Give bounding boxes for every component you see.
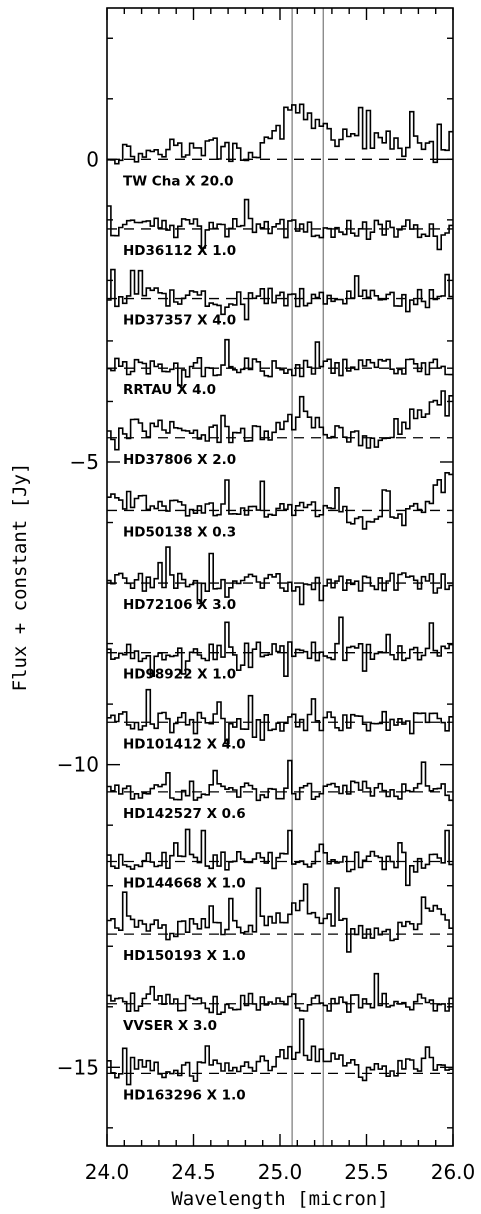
spectrum-4	[107, 338, 453, 387]
spectrum-12	[107, 883, 453, 953]
spectrum-3	[107, 268, 453, 321]
spectrum-8	[107, 616, 453, 677]
series-label-7: HD72106 X 3.0	[123, 597, 236, 613]
y-tick-label: 0	[86, 147, 99, 171]
series-label-10: HD142527 X 0.6	[123, 806, 246, 822]
spectrum-5	[107, 390, 453, 451]
series-label-2: HD36112 X 1.0	[123, 243, 236, 259]
series-label-13: VVSER X 3.0	[123, 1018, 217, 1034]
series-label-4: RRTAU X 4.0	[123, 382, 216, 398]
series-label-14: HD163296 X 1.0	[123, 1087, 246, 1103]
series-label-5: HD37806 X 2.0	[123, 452, 236, 468]
y-tick-label: −5	[70, 450, 99, 474]
series-label-11: HD144668 X 1.0	[123, 876, 246, 892]
spectrum-10	[107, 759, 453, 802]
spectrum-1	[107, 103, 453, 165]
spectrum-14	[107, 1018, 453, 1086]
x-tick-label: 25.0	[258, 1160, 303, 1184]
spectrum-6	[107, 472, 453, 530]
series-label-3: HD37357 X 4.0	[123, 313, 236, 329]
x-tick-label: 24.0	[85, 1160, 130, 1184]
y-axis-title: Flux + constant [Jy]	[9, 463, 31, 692]
series-label-12: HD150193 X 1.0	[123, 948, 246, 964]
series-label-8: HD98922 X 1.0	[123, 667, 236, 683]
x-tick-label: 25.5	[344, 1160, 389, 1184]
spectrum-7	[107, 546, 453, 606]
spectrum-2	[107, 198, 453, 251]
x-tick-label: 26.0	[431, 1160, 476, 1184]
y-tick-label: −10	[57, 753, 99, 777]
x-axis-title: Wavelength [micron]	[171, 1188, 388, 1210]
spectrum-11	[107, 828, 453, 887]
spectrum-9	[107, 688, 453, 745]
series-label-9: HD101412 X 4.0	[123, 736, 246, 752]
series-label-6: HD50138 X 0.3	[123, 524, 236, 540]
spectrum-13	[107, 972, 453, 1015]
y-tick-label: −15	[57, 1055, 99, 1079]
series-label-1: TW Cha X 20.0	[123, 173, 234, 189]
x-tick-label: 24.5	[171, 1160, 216, 1184]
